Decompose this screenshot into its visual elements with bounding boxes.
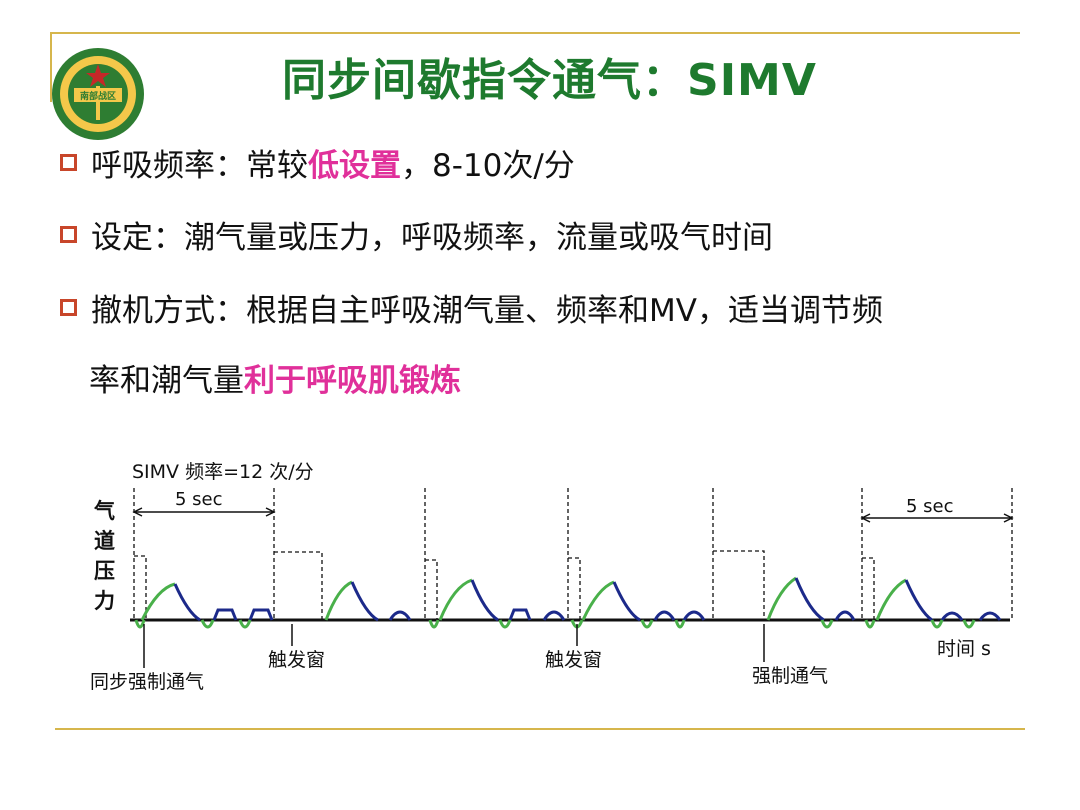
svg-text:南部战区: 南部战区 — [80, 90, 116, 102]
label-mandatory: 强制通气 — [752, 665, 828, 687]
y-axis-char: 力 — [94, 589, 115, 613]
top-rule — [50, 32, 1020, 34]
bullet-item-settings: 设定：潮气量或压力，呼吸频率，流量或吸气时间 — [60, 212, 773, 257]
x-axis-label: 时间 s — [937, 638, 991, 660]
left-rule — [50, 32, 52, 102]
interval-label-left: 5 sec — [175, 489, 223, 510]
bullet-square-icon — [60, 299, 77, 316]
bullet-highlight: 利于呼吸肌锻炼 — [244, 363, 461, 399]
bullet-item-weaning: 撤机方式：根据自主呼吸潮气量、频率和MV，适当调节频 — [60, 285, 883, 330]
y-axis-char: 压 — [94, 559, 115, 583]
label-trigger-window-2: 触发窗 — [545, 649, 602, 671]
label-trigger-window-1: 触发窗 — [268, 649, 325, 671]
bullet-text: 率和潮气量 — [89, 363, 244, 399]
trigger-window-markers — [133, 488, 1013, 620]
y-axis-char: 道 — [94, 529, 115, 553]
mandatory-breaths — [140, 576, 933, 622]
hospital-emblem-icon: 南部战区 — [52, 48, 144, 140]
interval-label-right: 5 sec — [906, 496, 954, 517]
label-pointers — [143, 624, 765, 668]
bullet-text: 呼吸频率：常较 — [91, 148, 308, 184]
trigger-dips — [134, 619, 976, 629]
simv-pressure-waveform-diagram: SIMV 频率=12 次/分 5 sec 5 sec 同步强制通气 触发窗 触发… — [90, 461, 1014, 693]
bullet-square-icon — [60, 226, 77, 243]
slide-title: 同步间歇指令通气：SIMV — [282, 55, 817, 106]
label-sync-mandatory: 同步强制通气 — [90, 671, 204, 693]
bullet-highlight: 低设置 — [308, 148, 401, 184]
bottom-rule — [55, 728, 1025, 730]
spontaneous-breaths — [212, 608, 1002, 621]
bullet-item-weaning-continued: 率和潮气量利于呼吸肌锻炼 — [89, 355, 461, 400]
bullet-text-after: ，8-10次/分 — [401, 148, 575, 184]
diagram-header: SIMV 频率=12 次/分 — [132, 461, 314, 483]
bullet-text: 设定：潮气量或压力，呼吸频率，流量或吸气时间 — [91, 220, 773, 256]
bullet-text: 撤机方式：根据自主呼吸潮气量、频率和MV，适当调节频 — [91, 293, 883, 329]
y-axis-char: 气 — [93, 499, 115, 523]
bullet-square-icon — [60, 154, 77, 171]
bullet-item-frequency: 呼吸频率：常较 低设置 ，8-10次/分 — [60, 140, 575, 185]
